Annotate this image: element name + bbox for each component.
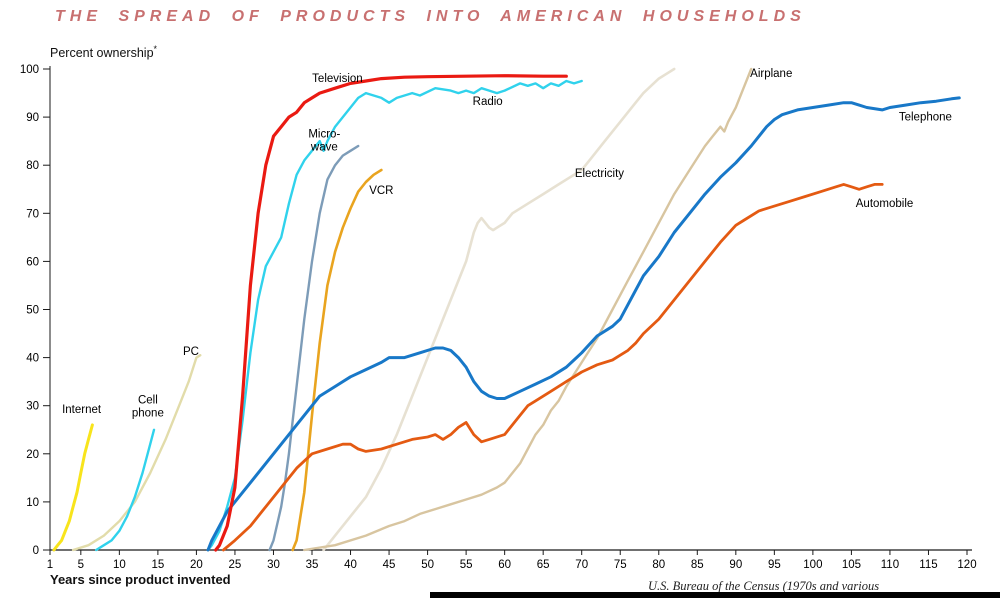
x-tick-label: 45 [383, 559, 396, 571]
x-tick-label: 70 [575, 559, 588, 571]
series-line-telephone [206, 96, 961, 552]
x-tick-label: 55 [460, 559, 473, 571]
footnote-marker: * [153, 44, 158, 54]
series-label-cell-phone: Cell phone [132, 394, 164, 419]
series-label-radio: Radio [473, 96, 503, 108]
x-tick-label: 90 [729, 559, 742, 571]
x-tick-label: 60 [498, 559, 511, 571]
series-label-pc: PC [183, 346, 199, 358]
y-tick-label: 60 [26, 256, 39, 268]
series-line-internet [52, 423, 94, 552]
series-label-telephone: Telephone [899, 111, 952, 123]
x-tick-label: 1 [47, 559, 53, 571]
y-tick-label: 10 [26, 497, 39, 509]
y-tick-label: 90 [26, 112, 39, 124]
source-note: U.S. Bureau of the Census (1970s and var… [648, 579, 880, 593]
x-tick-label: 85 [691, 559, 704, 571]
x-tick-label: 20 [190, 559, 203, 571]
y-tick-label: 20 [26, 449, 39, 461]
series-label-electricity: Electricity [575, 168, 624, 180]
x-tick-label: 105 [842, 559, 861, 571]
y-tick-label: 50 [26, 305, 39, 317]
series-label-internet: Internet [62, 404, 102, 416]
y-tick-label: 0 [33, 545, 39, 557]
series-line-electricity [322, 67, 676, 552]
y-axis-title-text: Percent ownership [50, 46, 154, 61]
bottom-bar [430, 592, 1000, 598]
series-label-airplane: Airplane [750, 68, 792, 80]
x-tick-label: 80 [652, 559, 665, 571]
x-tick-label: 25 [229, 559, 242, 571]
series-label-microwave: Micro-wave [308, 128, 340, 153]
x-tick-label: 10 [113, 559, 126, 571]
y-tick-label: 100 [20, 64, 39, 76]
x-tick-label: 120 [957, 559, 976, 571]
series-line-microwave [268, 144, 360, 552]
series-line-cell-phone [95, 428, 156, 552]
series-line-airplane [303, 67, 753, 552]
y-tick-label: 80 [26, 160, 39, 172]
series-label-television: Television [312, 73, 363, 85]
x-tick-label: 115 [919, 559, 937, 571]
y-tick-label: 30 [26, 401, 39, 413]
x-tick-label: 95 [768, 559, 781, 571]
x-tick-label: 75 [614, 559, 627, 571]
series-line-vcr [291, 168, 383, 552]
series-label-vcr: VCR [369, 185, 393, 197]
y-tick-label: 40 [26, 353, 39, 365]
x-tick-label: 30 [267, 559, 280, 571]
x-tick-label: 5 [78, 559, 84, 571]
x-tick-label: 110 [881, 559, 899, 571]
y-tick-label: 70 [26, 208, 39, 220]
series-label-automobile: Automobile [856, 198, 914, 210]
x-tick-label: 65 [537, 559, 550, 571]
series-line-television [214, 74, 568, 552]
series-line-radio [206, 79, 583, 552]
x-tick-label: 15 [151, 559, 164, 571]
x-tick-label: 50 [421, 559, 434, 571]
chart-title: THE SPREAD OF PRODUCTS INTO AMERICAN HOU… [55, 8, 806, 25]
x-tick-label: 40 [344, 559, 357, 571]
x-tick-label: 100 [803, 559, 822, 571]
series-line-pc [71, 354, 202, 552]
x-tick-label: 35 [306, 559, 319, 571]
series-line-automobile [222, 183, 884, 552]
y-axis-title: Percent ownership* [50, 44, 157, 60]
x-axis-title: Years since product invented [50, 572, 231, 587]
